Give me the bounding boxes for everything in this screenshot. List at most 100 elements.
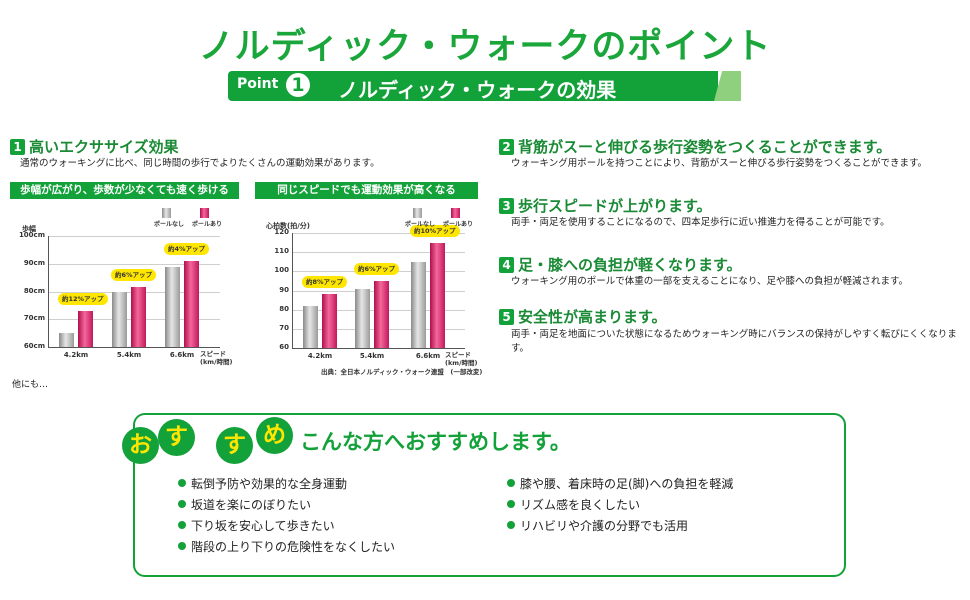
y-tick-label: 70 — [279, 323, 289, 332]
x-tick-label: 4.2km — [307, 352, 333, 360]
point-number-badge: 1 — [286, 73, 310, 97]
section-number-badge: 2 — [499, 139, 514, 155]
legend-label: ポールなし — [154, 221, 185, 228]
increase-annotation: 約6%アップ — [354, 262, 400, 275]
bullet-icon — [178, 500, 186, 508]
recommend-bubble: お — [122, 427, 159, 464]
bar-with-pole — [78, 310, 93, 347]
chart-2-caption-bar: 同じスピードでも運動効果が高くなる — [255, 182, 478, 199]
section-number-badge: 3 — [499, 198, 514, 214]
y-tick-label: 120 — [274, 228, 289, 236]
list-item: 膝や腰、着床時の足(脚)への負担を軽減 — [507, 474, 733, 495]
y-axis — [292, 233, 293, 348]
x-tick-label: 5.4km — [116, 351, 142, 359]
bullet-icon — [507, 521, 515, 529]
bar-with-pole — [131, 287, 146, 347]
y-axis-title: 心拍数(拍/分) — [266, 222, 310, 230]
section-4-heading: 4 足・膝への負担が軽くなります。 — [499, 254, 742, 275]
list-item: 階段の上り下りの危険性をなくしたい — [178, 537, 395, 558]
recommend-bubble: す — [216, 427, 253, 464]
bar-without-pole — [355, 288, 370, 348]
x-tick-label: 6.6km — [415, 352, 441, 360]
point-label: Point — [237, 76, 279, 92]
point-heading: ノルディック・ウォークの効果 — [338, 78, 617, 102]
list-item: リズム感を良くしたい — [507, 495, 733, 516]
x-tick-label: 5.4km — [359, 352, 385, 360]
y-tick-label: 60cm — [23, 342, 45, 350]
section-heading-text: 安全性が高まります。 — [518, 308, 667, 326]
section-number-badge: 5 — [499, 309, 514, 325]
section-number-badge: 1 — [10, 139, 25, 155]
legend-label: ポールあり — [443, 221, 474, 228]
x-axis — [48, 347, 220, 348]
section-heading-text: 背筋がスーと伸びる歩行姿勢をつくることができます。 — [518, 138, 892, 156]
bullet-icon — [507, 479, 515, 487]
legend-label: ポールあり — [192, 221, 223, 228]
y-tick-label: 100 — [274, 266, 289, 275]
section-3-text: 両手・両足を使用することになるので、四本足歩行に近い推進力を得ることが可能です。 — [511, 217, 890, 228]
list-item: 坂道を楽にのぼりたい — [178, 495, 395, 516]
list-item: 下り坂を安心して歩きたい — [178, 516, 395, 537]
section-heading-text: 足・膝への負担が軽くなります。 — [518, 256, 742, 274]
section-1-text: 通常のウォーキングに比べ、同じ時間の歩行でよりたくさんの運動効果があります。 — [20, 158, 380, 169]
legend-swatch — [451, 208, 460, 218]
source-note: 出典：全日本ノルディック・ウォーク連盟 (一部改変) — [321, 368, 483, 376]
y-tick-label: 110 — [274, 247, 289, 256]
recommend-title: こんな方へおすすめします。 — [300, 430, 571, 454]
increase-annotation: 約10%アップ — [410, 224, 460, 237]
gridline — [292, 252, 465, 254]
legend-swatch — [200, 208, 209, 218]
section-4-text: ウォーキング用のポールで体重の一部を支えることになり、足や膝への負担が軽減されま… — [511, 276, 909, 287]
x-axis-unit: (km/時間) — [200, 358, 233, 366]
section-2-heading: 2 背筋がスーと伸びる歩行姿勢をつくることができます。 — [499, 136, 891, 157]
list-item: 転倒予防や効果的な全身運動 — [178, 474, 395, 495]
section-5-text: 両手・両足を地面についた状態になるためウォーキング時にバランスの保持がしやすく転… — [511, 329, 957, 354]
other-note: 他にも… — [12, 380, 49, 390]
y-tick-label: 60 — [279, 343, 289, 351]
bullet-icon — [178, 479, 186, 487]
section-1-heading: 1 高いエクササイズ効果 — [10, 136, 179, 157]
legend-label: ポールなし — [405, 221, 436, 228]
y-axis-title: 歩幅 — [22, 225, 36, 233]
heart-rate-chart: 60 70 80 90 100 110 120 心拍数(拍/分) 4.2km 約8%アップ 5.4k… — [266, 208, 478, 367]
bar-with-pole — [374, 280, 389, 348]
x-axis — [292, 348, 465, 349]
increase-annotation: 約8%アップ — [302, 276, 348, 289]
y-tick-label: 100cm — [18, 231, 45, 239]
section-2-text: ウォーキング用ポールを持つことにより、背筋がスーと伸びる歩行姿勢をつくることがで… — [511, 158, 928, 169]
recommend-list-left: 転倒予防や効果的な全身運動 坂道を楽にのぼりたい 下り坂を安心して歩きたい 階段… — [178, 474, 395, 558]
x-axis-title: スピード — [200, 350, 226, 358]
bar-without-pole — [411, 261, 426, 348]
y-tick-label: 90cm — [23, 258, 45, 267]
x-axis-unit: (km/時間) — [445, 359, 478, 367]
y-tick-label: 80 — [279, 304, 289, 313]
y-tick-label: 80cm — [23, 286, 45, 295]
legend-swatch — [162, 208, 171, 218]
increase-annotation: 約12%アップ — [58, 292, 108, 305]
bar-without-pole — [303, 305, 318, 348]
legend-swatch — [413, 208, 422, 218]
bar-without-pole — [59, 333, 74, 347]
y-tick-label: 70cm — [23, 314, 45, 323]
gridline — [292, 233, 465, 234]
point-banner: Point 1 ノルディック・ウォークの効果 — [228, 71, 741, 102]
section-heading-text: 歩行スピードが上がります。 — [518, 197, 712, 215]
increase-annotation: 約6%アップ — [111, 269, 157, 282]
list-item: リハビリや介護の分野でも活用 — [507, 516, 733, 537]
x-tick-label: 6.6km — [169, 351, 195, 359]
section-number-badge: 4 — [499, 257, 514, 273]
gridline — [48, 263, 220, 265]
section-3-heading: 3 歩行スピードが上がります。 — [499, 195, 712, 216]
gridline — [48, 236, 220, 237]
chart-1-caption-bar: 歩幅が広がり、歩数が少なくても速く歩ける — [10, 182, 239, 199]
bar-without-pole — [165, 266, 180, 347]
bullet-icon — [178, 542, 186, 550]
page-title: ノルディック・ウォークのポイント — [198, 27, 772, 67]
recommend-list-right: 膝や腰、着床時の足(脚)への負担を軽減 リズム感を良くしたい リハビリや介護の分… — [507, 474, 733, 537]
bar-with-pole — [322, 294, 337, 348]
bullet-icon — [178, 521, 186, 529]
x-axis-title: スピード — [445, 351, 471, 359]
x-tick-label: 4.2km — [63, 351, 89, 359]
bar-without-pole — [112, 291, 127, 347]
bullet-icon — [507, 500, 515, 508]
